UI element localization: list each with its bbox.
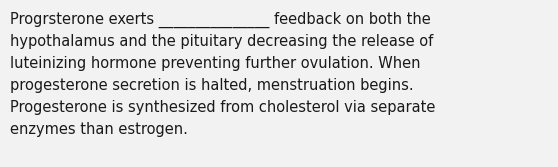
Text: luteinizing hormone preventing further ovulation. When: luteinizing hormone preventing further o… xyxy=(10,56,421,71)
Text: progesterone secretion is halted, menstruation begins.: progesterone secretion is halted, menstr… xyxy=(10,78,413,93)
Text: enzymes than estrogen.: enzymes than estrogen. xyxy=(10,122,188,137)
Text: Progrsterone exerts _______________ feedback on both the: Progrsterone exerts _______________ feed… xyxy=(10,12,431,28)
Text: hypothalamus and the pituitary decreasing the release of: hypothalamus and the pituitary decreasin… xyxy=(10,34,433,49)
Text: Progesterone is synthesized from cholesterol via separate: Progesterone is synthesized from cholest… xyxy=(10,100,435,115)
